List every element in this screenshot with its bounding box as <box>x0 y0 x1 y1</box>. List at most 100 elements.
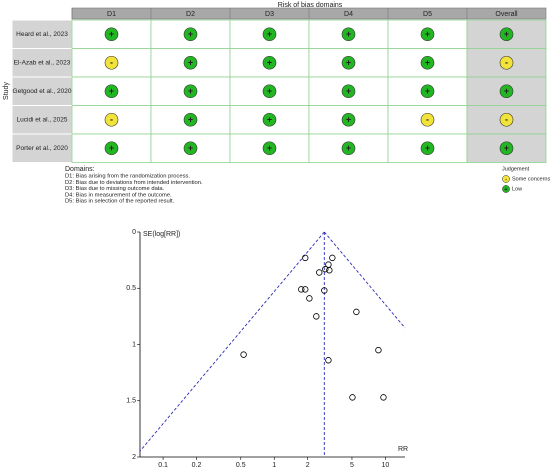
study-point <box>329 254 336 262</box>
judgement-symbol: + <box>425 29 430 39</box>
judgement-icon <box>341 112 356 127</box>
judgement-icon <box>183 55 198 70</box>
judgement-icon <box>183 112 198 127</box>
column-label: D5 <box>423 11 432 18</box>
judgement-cell <box>150 105 231 135</box>
study-point <box>326 267 333 274</box>
judgement-symbol: + <box>109 29 114 39</box>
y-tick-label: 0.5 <box>126 285 136 292</box>
study-point <box>375 346 382 354</box>
study-point <box>306 295 313 302</box>
study-point <box>380 394 387 401</box>
judgement-icon <box>420 84 435 99</box>
study-name: Porter et al., 2020 <box>16 145 68 152</box>
judgement-symbol: + <box>346 143 351 153</box>
judgement-symbol: + <box>425 143 430 153</box>
study-name: Lucidi et al., 2025 <box>17 116 68 123</box>
judgement-icon <box>262 141 277 156</box>
judgement-symbol: - <box>505 115 508 125</box>
judgement-icon <box>104 141 119 156</box>
judgement-symbol: + <box>425 58 430 68</box>
study-name: El-Azab et al., 2023 <box>14 59 71 66</box>
judgement-symbol: + <box>425 86 430 96</box>
y-tick-label: 1 <box>132 341 136 348</box>
x-tick-label: 1 <box>272 462 276 469</box>
study-point <box>321 287 328 294</box>
y-tick-label: 1.5 <box>126 398 136 405</box>
judgement-symbol: + <box>346 29 351 39</box>
column-label: D4 <box>344 11 353 18</box>
column-label: D3 <box>265 11 274 18</box>
judgement-symbol: + <box>267 86 272 96</box>
judgement-symbol: - <box>426 115 429 125</box>
study-point <box>322 265 329 273</box>
legend-icon <box>502 185 510 193</box>
column-label: D2 <box>186 11 195 18</box>
judgement-cell <box>150 76 231 106</box>
study-cell <box>11 19 73 49</box>
legend-label: Low <box>512 186 522 192</box>
study-point <box>316 269 323 276</box>
judgement-symbol: - <box>505 58 508 68</box>
judgement-icon <box>262 55 277 70</box>
judgement-symbol: + <box>188 143 193 153</box>
judgement-icon <box>104 84 119 99</box>
judgement-symbol: - <box>110 115 113 125</box>
study-point <box>325 357 332 364</box>
study-name: Heard et al., 2023 <box>16 31 68 38</box>
judgement-symbol: + <box>267 143 272 153</box>
judgement-symbol: + <box>109 143 114 153</box>
judgement-icon <box>262 27 277 42</box>
domain-text: D3: Bias due to missing outcome data. <box>65 186 165 192</box>
judgement-symbol: + <box>267 29 272 39</box>
study-point <box>349 394 356 401</box>
judgement-icon <box>183 141 198 156</box>
judgement-icon <box>341 27 356 42</box>
domain-text: D2: Bias due to deviations from intended… <box>65 180 203 186</box>
domain-text: D4: Bias in measurement of the outcome. <box>65 192 172 198</box>
judgement-icon <box>262 84 277 99</box>
x-tick-label: 0.1 <box>158 462 168 469</box>
judgement-symbol: + <box>188 29 193 39</box>
study-cell <box>11 48 73 78</box>
legend-icon <box>502 175 510 183</box>
judgement-icon <box>420 55 435 70</box>
judgement-symbol: + <box>346 58 351 68</box>
judgement-symbol: + <box>188 115 193 125</box>
judgement-symbol: + <box>346 115 351 125</box>
judgement-icon <box>104 27 119 42</box>
legend-label: Some concerns <box>512 176 550 182</box>
x-tick-label: 10 <box>382 462 390 469</box>
x-tick-label: 0.2 <box>192 462 202 469</box>
study-point <box>298 286 305 293</box>
column-label: D1 <box>107 11 116 18</box>
y-tick-label: 2 <box>132 454 136 461</box>
judgement-icon <box>499 112 514 127</box>
domain-text: D5: Bias in selection of the reported re… <box>65 199 175 205</box>
domains-heading: Domains: <box>65 166 95 173</box>
study-name: Getgood et al., 2020 <box>13 88 72 95</box>
judgement-icon <box>341 141 356 156</box>
rob-title: Risk of bias domains <box>278 2 343 9</box>
judgement-symbol: + <box>504 143 509 153</box>
judgement-symbol: + <box>188 86 193 96</box>
judgement-icon <box>341 55 356 70</box>
judgement-icon <box>262 112 277 127</box>
funnel-right <box>323 231 406 329</box>
judgement-icon <box>183 27 198 42</box>
legend-symbol: + <box>504 187 507 193</box>
x-tick-label: 2 <box>306 462 310 469</box>
x-axis-label: RR <box>398 446 408 453</box>
judgement-icon <box>499 55 514 70</box>
y-tick-label: 0 <box>132 229 136 236</box>
x-tick-label: 5 <box>350 462 354 469</box>
judgement-symbol: + <box>188 58 193 68</box>
funnel-left <box>139 231 325 452</box>
judgement-symbol: - <box>110 58 113 68</box>
x-tick-label: 0.5 <box>236 462 246 469</box>
study-point <box>353 308 360 316</box>
study-label: Study <box>3 82 10 100</box>
judgement-icon <box>183 84 198 99</box>
judgement-icon <box>420 27 435 42</box>
